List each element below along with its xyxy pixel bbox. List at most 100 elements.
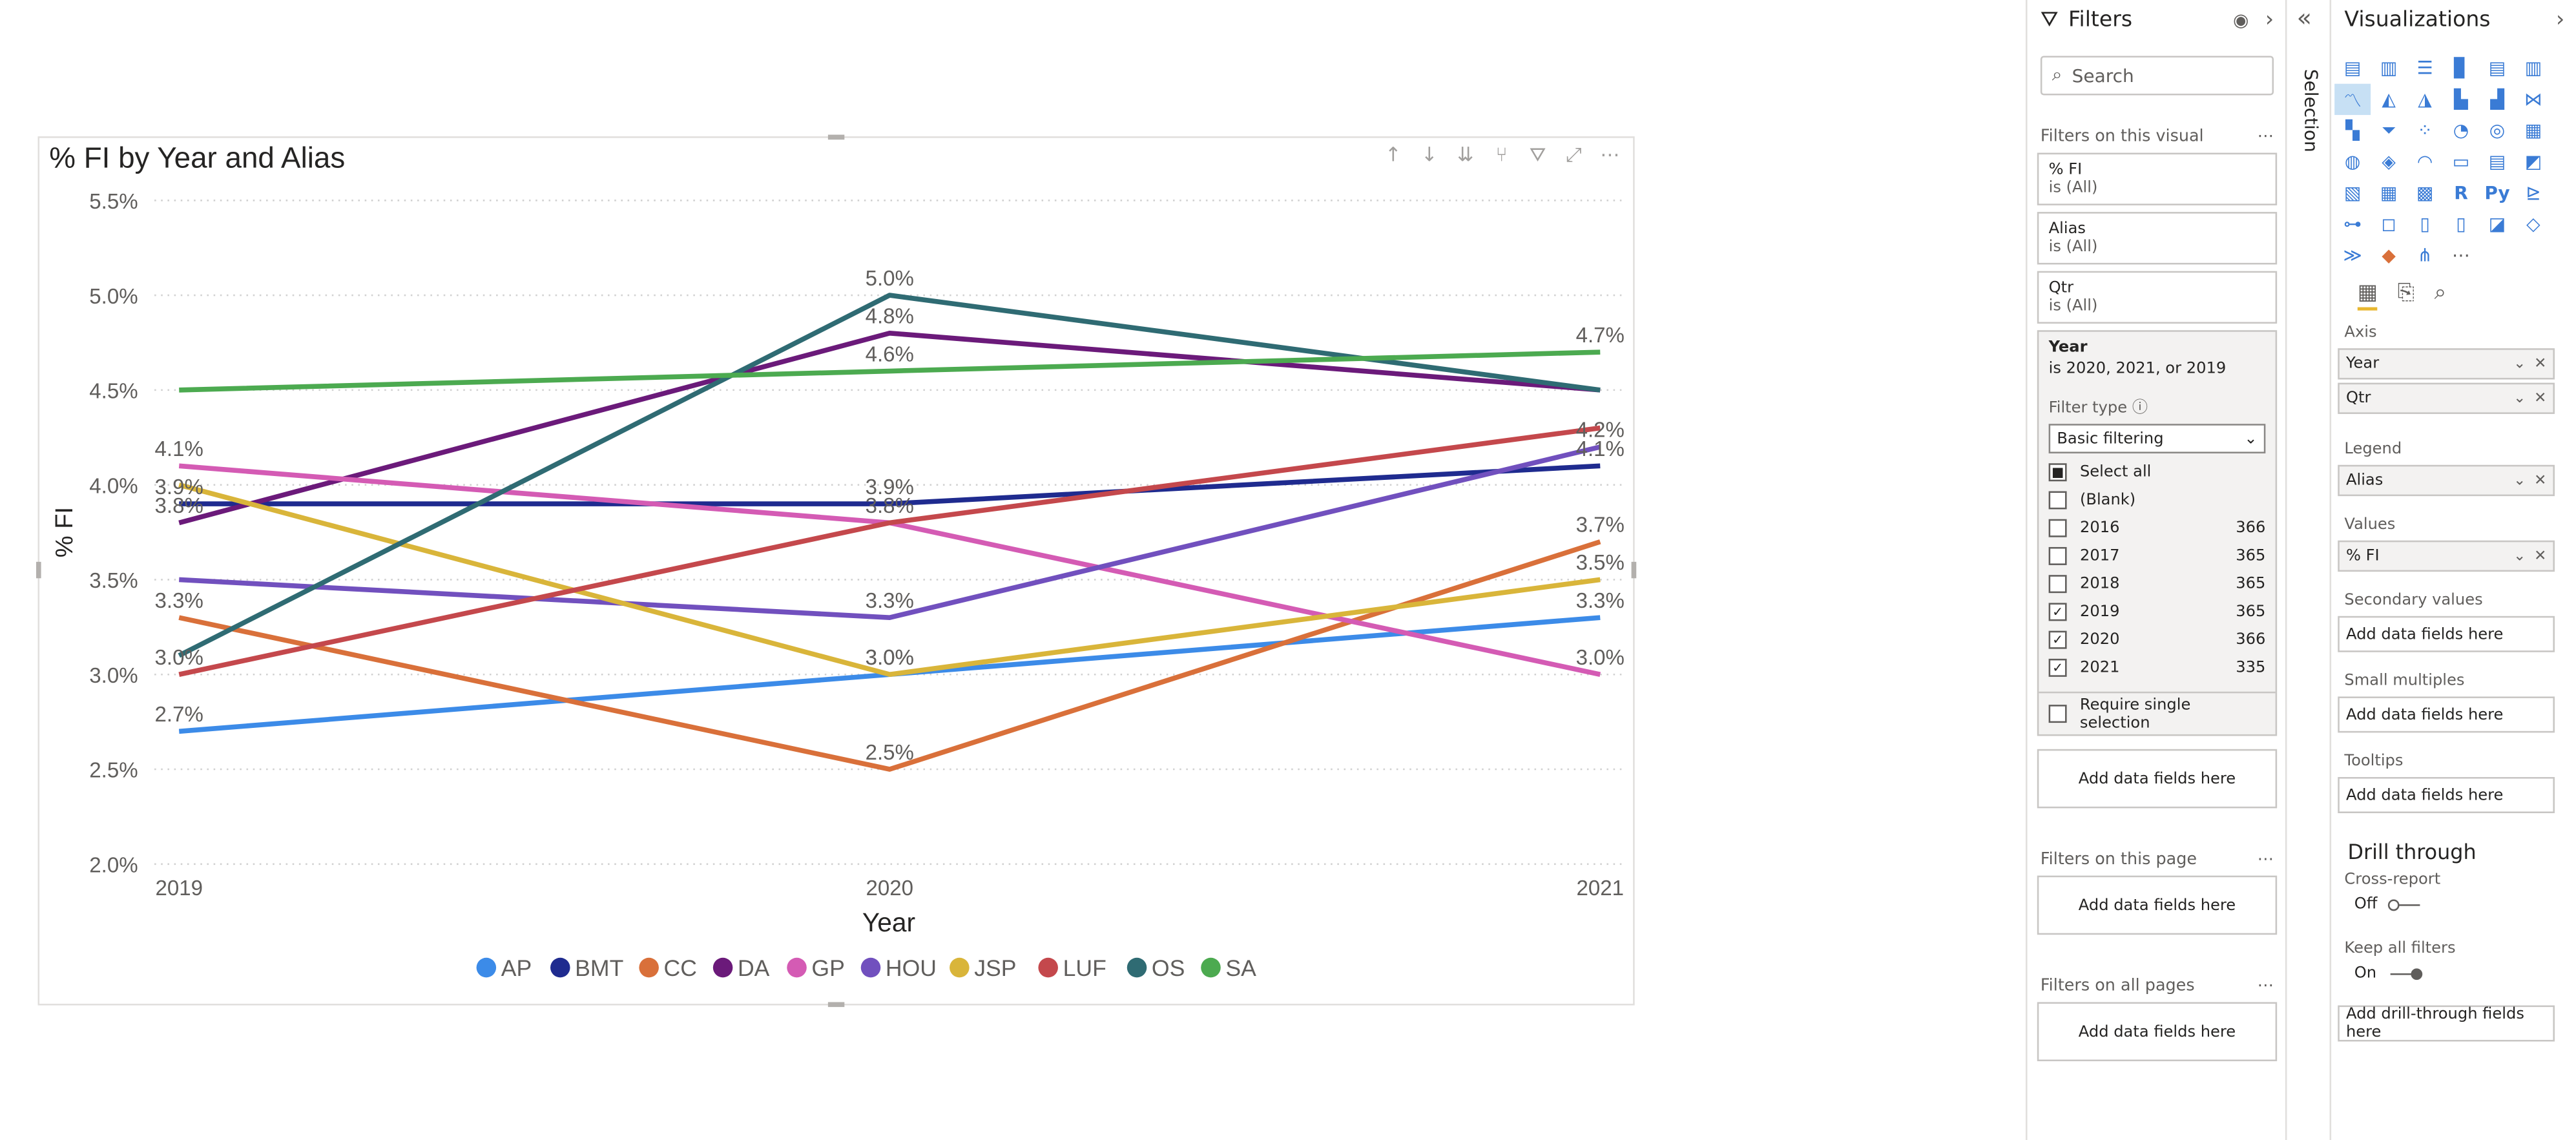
power-automate-icon[interactable]: ◇ (2526, 213, 2540, 235)
resize-handle-left[interactable] (36, 561, 41, 579)
secondary-values-dropzone[interactable]: Add data fields here (2338, 616, 2555, 652)
ribbon-chart-icon[interactable]: ⋈ (2524, 88, 2542, 110)
year-option[interactable]: 2016 366 (2048, 514, 2265, 542)
next-level-icon[interactable]: ⇊ (1457, 143, 1474, 166)
remove-icon[interactable]: ✕ (2534, 548, 2547, 565)
line-column-icon[interactable]: ▙ (2454, 88, 2468, 110)
year-option[interactable]: ■ Select all (2048, 459, 2266, 486)
pie-chart-icon[interactable]: ◔ (2453, 119, 2469, 141)
fields-tab-icon[interactable]: ▦ (2357, 281, 2378, 311)
require-single-selection[interactable]: Require single selection (2048, 696, 2266, 732)
page-filters-dropzone[interactable]: Add data fields here (2037, 875, 2278, 935)
eye-icon[interactable]: ◉ (2232, 8, 2249, 31)
checkbox-icon[interactable] (2048, 519, 2067, 537)
stacked-area-icon[interactable]: ◮ (2418, 88, 2432, 110)
checkbox-icon[interactable] (2048, 705, 2067, 723)
qa-icon[interactable]: ◻ (2381, 213, 2396, 235)
resize-handle-bottom[interactable] (827, 1002, 845, 1008)
get-more-visuals-icon[interactable]: ⋔ (2417, 244, 2433, 267)
filter-card[interactable]: % FI is (All) (2037, 152, 2278, 205)
scatter-icon[interactable]: ⁘ (2417, 119, 2433, 141)
analytics-tab-icon[interactable]: ⌕ (2434, 280, 2447, 306)
series-line-da[interactable] (178, 330, 1601, 526)
series-line-bmt[interactable] (179, 463, 1601, 506)
filters-search-input[interactable]: ⌕ Search (2040, 56, 2274, 96)
matrix-icon[interactable]: ▩ (2416, 182, 2434, 204)
year-option[interactable]: 2017 365 (2048, 542, 2265, 570)
clustered-bar-icon[interactable]: ☰ (2416, 57, 2433, 79)
resize-handle-right[interactable] (1631, 561, 1637, 579)
axis-field[interactable]: Qtr ⌄ ✕ (2338, 382, 2555, 414)
waterfall-icon[interactable]: ▚ (2345, 119, 2360, 141)
filter-type-select[interactable]: Basic filtering ⌄ (2048, 424, 2266, 453)
series-line-sa[interactable] (179, 349, 1601, 393)
selection-pane-strip[interactable]: « Selection (2285, 0, 2332, 1140)
drill-up-icon[interactable]: ↑ (1385, 143, 1402, 166)
keep-filters-toggle[interactable]: On (2331, 961, 2576, 986)
legend-label[interactable]: BMT (575, 955, 623, 981)
card-icon[interactable]: ▭ (2452, 150, 2470, 173)
decomposition-tree-icon[interactable]: ⊶ (2343, 213, 2362, 235)
checkbox-icon[interactable]: ✓ (2048, 658, 2067, 677)
legend-label[interactable]: OS (1152, 955, 1185, 981)
year-option[interactable]: (Blank) (2048, 486, 2266, 514)
year-option[interactable]: 2018 365 (2048, 570, 2265, 598)
legend-label[interactable]: DA (738, 955, 770, 981)
map-icon[interactable]: ◍ (2344, 150, 2361, 173)
multi-row-card-icon[interactable]: ▤ (2488, 150, 2506, 173)
legend-label[interactable]: CC (664, 955, 697, 981)
chevron-visual-icon[interactable]: ≫ (2343, 244, 2362, 267)
resize-handle-top[interactable] (827, 134, 845, 140)
small-multiples-dropzone[interactable]: Add data fields here (2338, 696, 2555, 733)
power-apps-icon[interactable]: ◪ (2488, 213, 2506, 235)
chevron-down-icon[interactable]: ⌄ (2513, 390, 2526, 407)
more-options-icon[interactable]: ⋯ (1600, 143, 1620, 166)
python-visual-icon[interactable]: Py (2484, 182, 2510, 204)
collapse-filters-icon[interactable]: › (2265, 7, 2274, 32)
chevron-down-icon[interactable]: ⌄ (2513, 355, 2526, 373)
gauge-icon[interactable]: ◠ (2416, 150, 2433, 173)
tooltips-dropzone[interactable]: Add data fields here (2338, 777, 2555, 813)
remove-icon[interactable]: ✕ (2534, 355, 2547, 373)
checkbox-icon[interactable]: ■ (2048, 463, 2067, 482)
stacked-column-icon[interactable]: ▥ (2380, 57, 2398, 79)
series-line-cc[interactable] (178, 539, 1601, 772)
filled-map-icon[interactable]: ◈ (2382, 150, 2396, 173)
visual-filters-dropzone[interactable]: Add data fields here (2037, 749, 2278, 809)
line-chart-visual[interactable]: % FI by Year and Alias 2.0% 2.5% 3.0% 3.5% 4… (36, 134, 1637, 1008)
drill-down-icon[interactable]: ↓ (1420, 143, 1438, 166)
legend-label[interactable]: LUF (1063, 955, 1106, 981)
custom-visual-icon[interactable]: ◆ (2382, 244, 2396, 267)
more-visuals-icon[interactable]: ⋯ (2452, 244, 2471, 267)
expand-hierarchy-icon[interactable]: ⑂ (1495, 143, 1508, 166)
area-chart-icon[interactable]: ◭ (2382, 88, 2396, 110)
selection-label[interactable]: Selection (2300, 68, 2322, 152)
key-influencers-icon[interactable]: ⊵ (2526, 182, 2541, 204)
section-more-icon[interactable]: ⋯ (2257, 851, 2274, 869)
line-chart-icon[interactable]: 〽 (2334, 83, 2371, 116)
100-bar-icon[interactable]: ▤ (2488, 57, 2506, 79)
filter-icon[interactable]: ⛛ (1529, 143, 1546, 166)
year-option[interactable]: ✓ 2021 335 (2048, 654, 2265, 681)
narrative-icon[interactable]: ▯ (2420, 213, 2430, 235)
toggle-off-icon[interactable] (2387, 898, 2424, 911)
r-visual-icon[interactable]: R (2454, 182, 2468, 204)
line-clustered-icon[interactable]: ▟ (2490, 88, 2504, 110)
axis-field[interactable]: Year ⌄ ✕ (2338, 348, 2555, 380)
table-icon[interactable]: ▦ (2380, 182, 2398, 204)
year-option[interactable]: ✓ 2019 365 (2048, 598, 2265, 626)
checkbox-icon[interactable] (2048, 491, 2067, 510)
checkbox-icon[interactable] (2048, 575, 2067, 594)
stacked-bar-icon[interactable]: ▤ (2343, 57, 2362, 79)
chevron-down-icon[interactable]: ⌄ (2513, 472, 2526, 489)
expand-pane-icon[interactable]: « (2296, 3, 2312, 33)
remove-icon[interactable]: ✕ (2534, 472, 2547, 489)
legend-label[interactable]: SA (1225, 955, 1256, 981)
format-tab-icon[interactable]: ⎘ (2397, 280, 2415, 306)
toggle-on-icon[interactable] (2386, 967, 2422, 980)
100-column-icon[interactable]: ▥ (2524, 57, 2542, 79)
year-filter-card[interactable]: Year is 2020, 2021, or 2019 Filter type … (2037, 330, 2278, 736)
checkbox-icon[interactable]: ✓ (2048, 630, 2067, 649)
paginated-report-icon[interactable]: ▯ (2456, 213, 2466, 235)
treemap-icon[interactable]: ▦ (2524, 119, 2542, 141)
